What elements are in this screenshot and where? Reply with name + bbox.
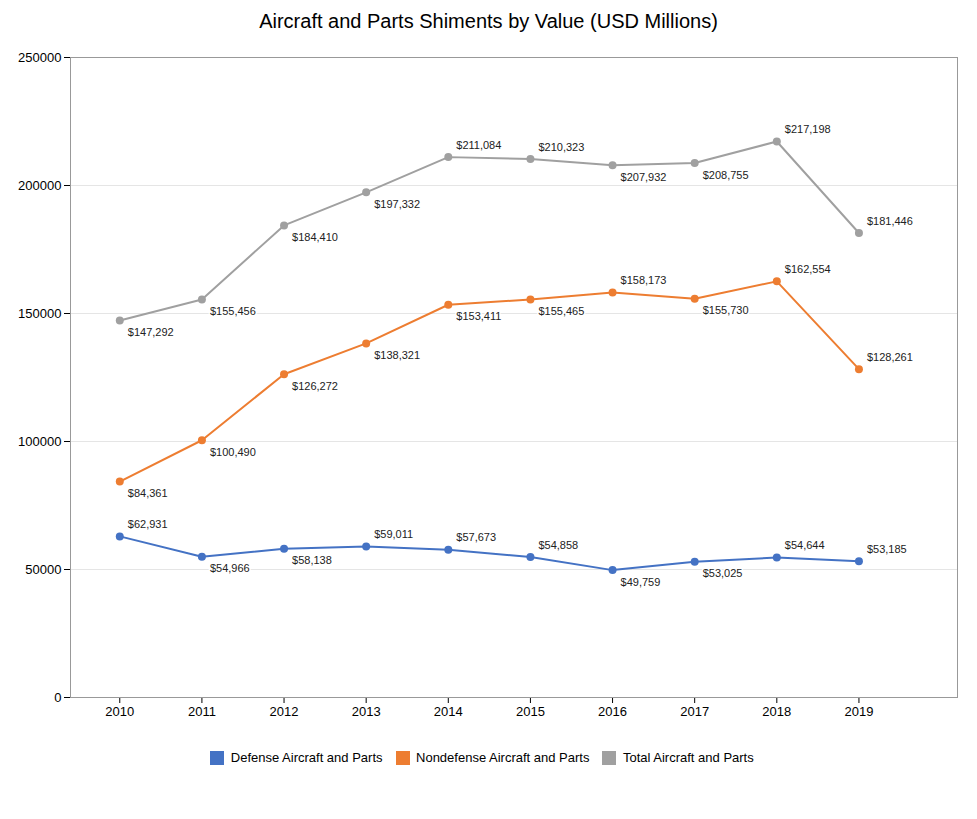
svg-text:$49,759: $49,759 — [621, 576, 661, 588]
html-text:Aircraft and Parts Shiments by: Aircraft and Parts Shiments by Value (US… — [259, 10, 718, 32]
svg-text:$207,932: $207,932 — [621, 171, 667, 183]
svg-text:2018: 2018 — [762, 704, 791, 719]
svg-text:$147,292: $147,292 — [128, 326, 174, 338]
svg-text:$208,755: $208,755 — [703, 169, 749, 181]
svg-text:$54,644: $54,644 — [785, 539, 825, 551]
html-text:Total Aircraft and Parts: Total Aircraft and Parts — [623, 750, 754, 765]
svg-text:$155,465: $155,465 — [538, 305, 584, 317]
svg-text:$59,011: $59,011 — [374, 528, 413, 540]
svg-text:$62,931: $62,931 — [128, 518, 168, 530]
svg-text:$210,323: $210,323 — [538, 141, 584, 153]
svg-text:50000: 50000 — [25, 562, 61, 577]
svg-text:$158,173: $158,173 — [621, 274, 667, 286]
svg-text:$217,198: $217,198 — [785, 123, 831, 135]
svg-text:$155,456: $155,456 — [210, 305, 256, 317]
svg-text:$184,410: $184,410 — [292, 231, 338, 243]
svg-text:$84,361: $84,361 — [128, 487, 168, 499]
svg-text:2015: 2015 — [516, 704, 545, 719]
svg-text:250000: 250000 — [18, 50, 61, 65]
svg-text:$53,025: $53,025 — [703, 567, 743, 579]
svg-text:$100,490: $100,490 — [210, 446, 256, 458]
svg-text:$128,261: $128,261 — [867, 351, 913, 363]
html-text:Nondefense Aircraft and Parts: Nondefense Aircraft and Parts — [416, 750, 590, 765]
svg-text:$138,321: $138,321 — [374, 349, 420, 361]
svg-text:$155,730: $155,730 — [703, 304, 749, 316]
svg-text:2010: 2010 — [105, 704, 134, 719]
svg-text:2011: 2011 — [188, 704, 216, 719]
svg-text:$54,858: $54,858 — [538, 539, 578, 551]
svg-text:$126,272: $126,272 — [292, 380, 338, 392]
svg-text:2014: 2014 — [434, 704, 463, 719]
svg-text:$181,446: $181,446 — [867, 215, 913, 227]
svg-text:2013: 2013 — [352, 704, 381, 719]
svg-text:$53,185: $53,185 — [867, 543, 907, 555]
svg-text:2012: 2012 — [270, 704, 299, 719]
svg-text:2019: 2019 — [844, 704, 873, 719]
svg-text:150000: 150000 — [18, 306, 61, 321]
svg-text:100000: 100000 — [18, 434, 61, 449]
svg-text:2017: 2017 — [680, 704, 709, 719]
html-text:Defense Aircraft and Parts: Defense Aircraft and Parts — [230, 750, 383, 765]
svg-text:$54,966: $54,966 — [210, 562, 250, 574]
svg-text:$153,411: $153,411 — [456, 310, 501, 322]
svg-text:$211,084: $211,084 — [456, 139, 501, 151]
svg-text:200000: 200000 — [18, 178, 61, 193]
svg-text:$57,673: $57,673 — [456, 531, 496, 543]
svg-text:$162,554: $162,554 — [785, 263, 831, 275]
svg-text:$197,332: $197,332 — [374, 198, 420, 210]
svg-text:$58,138: $58,138 — [292, 554, 332, 566]
svg-text:2016: 2016 — [598, 704, 627, 719]
svg-text:0: 0 — [54, 690, 61, 705]
